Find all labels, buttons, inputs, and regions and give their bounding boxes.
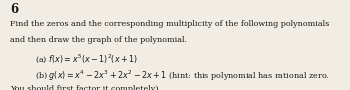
Text: (b) $g(x) = x^4 - 2x^3 + 2x^2 - 2x + 1$ (hint: this polynomial has rational zero: (b) $g(x) = x^4 - 2x^3 + 2x^2 - 2x + 1$ … <box>35 68 330 83</box>
Text: You should first factor it completely): You should first factor it completely) <box>10 85 159 90</box>
Text: Find the zeros and the corresponding multiplicity of the following polynomials: Find the zeros and the corresponding mul… <box>10 20 330 28</box>
Text: and then draw the graph of the polynomial.: and then draw the graph of the polynomia… <box>10 36 188 44</box>
Text: 6: 6 <box>10 3 19 16</box>
Text: (a) $f(x) = x^5(x-1)^2(x+1)$: (a) $f(x) = x^5(x-1)^2(x+1)$ <box>35 52 138 65</box>
